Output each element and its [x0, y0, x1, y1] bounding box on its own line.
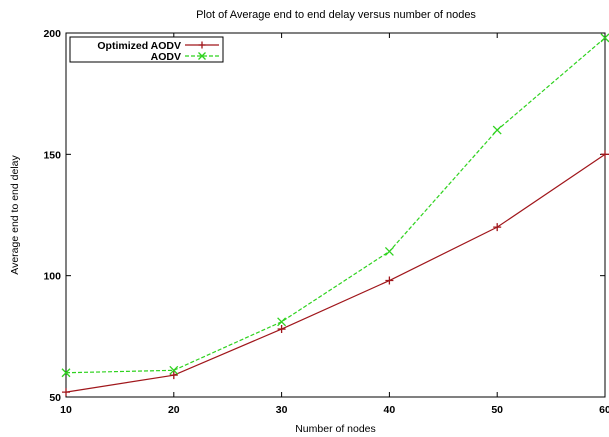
data-point	[62, 388, 70, 397]
legend-box	[69, 36, 224, 63]
data-point	[198, 41, 206, 49]
y-tick-label: 150	[43, 149, 61, 161]
x-tick-label: 10	[60, 404, 72, 416]
data-point	[198, 52, 206, 60]
data-point	[277, 317, 287, 327]
series-aodv	[61, 33, 609, 378]
y-tick-label: 100	[43, 271, 61, 283]
series-optimized-aodv	[62, 150, 609, 397]
data-point	[492, 125, 502, 135]
data-point	[385, 276, 394, 285]
x-tick-label: 30	[276, 404, 288, 416]
plot-frame	[65, 32, 606, 398]
x-tick-label: 60	[599, 404, 609, 416]
x-tick-label: 20	[168, 404, 180, 416]
legend-label: Optimized AODV	[97, 40, 181, 52]
y-tick-label: 200	[43, 28, 61, 40]
series-line	[65, 37, 606, 374]
y-tick-label: 50	[49, 392, 61, 404]
x-axis: 10 20 30 40 50 60	[60, 33, 609, 416]
data-point	[600, 33, 609, 43]
y-axis: 50 100 150 200	[43, 28, 605, 404]
x-axis-label: Number of nodes	[295, 423, 376, 435]
series-line	[65, 153, 606, 393]
y-axis-label: Average end to end delay	[9, 155, 21, 275]
data-point	[169, 365, 179, 375]
data-point	[601, 150, 609, 159]
data-point	[493, 223, 502, 232]
x-tick-label: 50	[491, 404, 503, 416]
data-point	[277, 325, 286, 334]
data-point	[169, 371, 178, 380]
data-point	[384, 246, 394, 256]
series-layer	[61, 33, 609, 397]
chart-title: Plot of Average end to end delay versus …	[196, 9, 476, 21]
legend-label: AODV	[151, 51, 181, 63]
x-tick-label: 40	[384, 404, 396, 416]
data-point	[61, 368, 71, 378]
